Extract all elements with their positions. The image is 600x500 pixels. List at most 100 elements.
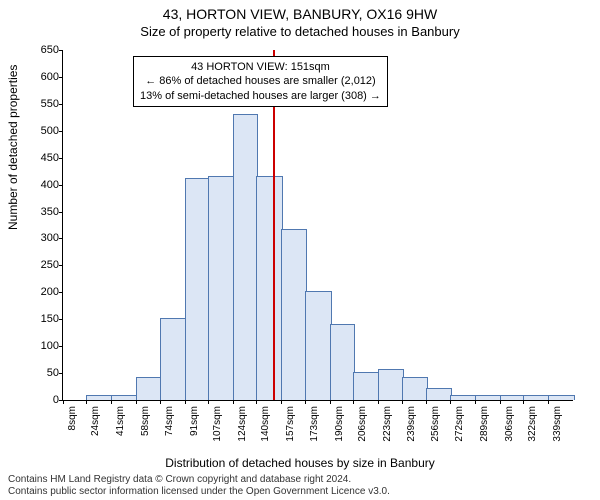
x-tick-mark — [305, 400, 306, 404]
y-tick-mark — [59, 319, 63, 320]
y-tick-label: 150 — [25, 313, 59, 325]
x-tick-label: 24sqm — [90, 406, 94, 436]
annotation-line2: ← 86% of detached houses are smaller (2,… — [140, 74, 381, 88]
x-tick-label: 58sqm — [140, 406, 144, 436]
histogram-bar — [353, 372, 380, 400]
y-axis-label: Number of detached properties — [6, 65, 20, 230]
y-tick-label: 50 — [25, 367, 59, 379]
y-tick-label: 250 — [25, 259, 59, 271]
footer-line2: Contains public sector information licen… — [8, 486, 390, 498]
x-tick-mark — [426, 400, 427, 404]
histogram-bar — [500, 395, 525, 400]
y-tick-label: 650 — [25, 44, 59, 56]
x-tick-label: 272sqm — [454, 406, 458, 442]
y-tick-label: 300 — [25, 232, 59, 244]
x-tick-label: 239sqm — [406, 406, 410, 442]
plot-region: 43 HORTON VIEW: 151sqm ← 86% of detached… — [62, 50, 573, 401]
y-tick-label: 100 — [25, 340, 59, 352]
x-tick-mark — [136, 400, 137, 404]
y-tick-mark — [59, 373, 63, 374]
y-tick-label: 450 — [25, 152, 59, 164]
histogram-bar — [208, 176, 235, 400]
x-tick-mark — [523, 400, 524, 404]
y-tick-mark — [59, 158, 63, 159]
x-tick-mark — [86, 400, 87, 404]
x-tick-mark — [548, 400, 549, 404]
x-tick-mark — [475, 400, 476, 404]
y-tick-mark — [59, 131, 63, 132]
x-tick-label: 339sqm — [552, 406, 556, 442]
footer-line1: Contains HM Land Registry data © Crown c… — [8, 474, 390, 486]
x-tick-mark — [378, 400, 379, 404]
x-tick-mark — [450, 400, 451, 404]
y-tick-mark — [59, 50, 63, 51]
x-tick-label: 256sqm — [430, 406, 434, 442]
x-tick-label: 173sqm — [309, 406, 313, 442]
histogram-bar — [256, 176, 283, 400]
histogram-bar — [402, 377, 429, 400]
annotation-box: 43 HORTON VIEW: 151sqm ← 86% of detached… — [133, 56, 388, 107]
histogram-bar — [281, 229, 306, 400]
y-tick-mark — [59, 292, 63, 293]
histogram-bar — [136, 377, 161, 400]
x-tick-label: 107sqm — [212, 406, 216, 442]
annotation-line3: 13% of semi-detached houses are larger (… — [140, 89, 381, 103]
x-tick-mark — [233, 400, 234, 404]
y-tick-mark — [59, 77, 63, 78]
histogram-bar — [305, 291, 332, 400]
histogram-bar — [233, 114, 258, 400]
chart-container: 43, HORTON VIEW, BANBURY, OX16 9HW Size … — [0, 0, 600, 500]
y-tick-label: 600 — [25, 71, 59, 83]
x-tick-label: 157sqm — [285, 406, 289, 442]
annotation-line1: 43 HORTON VIEW: 151sqm — [140, 60, 381, 74]
x-tick-mark — [256, 400, 257, 404]
x-tick-mark — [353, 400, 354, 404]
x-tick-label: 74sqm — [164, 406, 168, 436]
histogram-bar — [111, 395, 138, 400]
y-tick-label: 350 — [25, 206, 59, 218]
footer: Contains HM Land Registry data © Crown c… — [8, 474, 390, 498]
y-tick-mark — [59, 238, 63, 239]
x-tick-label: 91sqm — [189, 406, 193, 436]
histogram-bar — [426, 388, 451, 400]
y-tick-mark — [59, 185, 63, 186]
histogram-bar — [450, 395, 477, 400]
x-tick-label: 41sqm — [115, 406, 119, 436]
page-subtitle: Size of property relative to detached ho… — [0, 22, 600, 39]
y-tick-label: 550 — [25, 98, 59, 110]
x-tick-label: 140sqm — [260, 406, 264, 442]
x-tick-label: 322sqm — [527, 406, 531, 442]
y-tick-label: 400 — [25, 179, 59, 191]
histogram-bar — [160, 318, 187, 400]
y-tick-mark — [59, 212, 63, 213]
histogram-bar — [185, 178, 210, 400]
x-tick-mark — [208, 400, 209, 404]
histogram-bar — [475, 395, 502, 400]
x-tick-mark — [402, 400, 403, 404]
histogram-bar — [523, 395, 550, 400]
x-tick-label: 223sqm — [382, 406, 386, 442]
histogram-bar — [86, 395, 113, 400]
x-tick-mark — [160, 400, 161, 404]
x-tick-mark — [185, 400, 186, 404]
x-tick-mark — [281, 400, 282, 404]
x-tick-mark — [500, 400, 501, 404]
y-tick-mark — [59, 265, 63, 266]
page-title: 43, HORTON VIEW, BANBURY, OX16 9HW — [0, 0, 600, 22]
y-tick-mark — [59, 104, 63, 105]
histogram-bar — [330, 324, 355, 400]
x-tick-label: 289sqm — [479, 406, 483, 442]
y-tick-label: 0 — [25, 394, 59, 406]
x-tick-label: 306sqm — [504, 406, 508, 442]
histogram-bar — [548, 395, 575, 400]
x-tick-label: 8sqm — [67, 406, 71, 430]
x-tick-label: 124sqm — [237, 406, 241, 442]
x-tick-label: 190sqm — [334, 406, 338, 442]
histogram-bar — [378, 369, 403, 400]
x-tick-mark — [330, 400, 331, 404]
x-tick-label: 206sqm — [357, 406, 361, 442]
chart-area: 43 HORTON VIEW: 151sqm ← 86% of detached… — [62, 50, 572, 400]
x-axis-label: Distribution of detached houses by size … — [0, 456, 600, 470]
x-tick-mark — [63, 400, 64, 404]
y-tick-label: 500 — [25, 125, 59, 137]
